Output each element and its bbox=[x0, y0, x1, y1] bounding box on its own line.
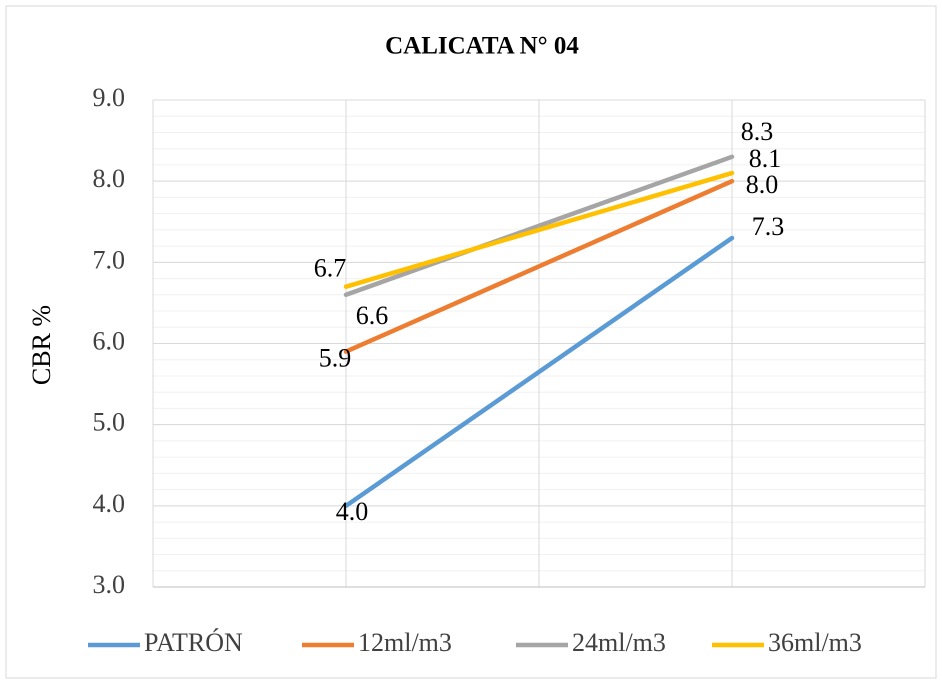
data-label: 8.0 bbox=[746, 170, 779, 199]
chart-border bbox=[5, 5, 937, 679]
series-line bbox=[343, 235, 735, 509]
y-tick-label: 3.0 bbox=[93, 570, 126, 599]
y-tick-label: 4.0 bbox=[93, 489, 126, 518]
data-label: 8.3 bbox=[741, 117, 774, 146]
data-label: 5.9 bbox=[319, 344, 352, 373]
y-tick-label: 7.0 bbox=[93, 245, 126, 274]
data-label: 4.0 bbox=[336, 497, 369, 526]
legend-label: 36ml/m3 bbox=[768, 628, 862, 657]
chart-title: CALICATA N° 04 bbox=[385, 33, 579, 60]
data-label: 7.3 bbox=[752, 212, 785, 241]
y-tick-label: 9.0 bbox=[93, 83, 126, 112]
series-line bbox=[343, 154, 735, 298]
y-tick-label: 5.0 bbox=[93, 408, 126, 437]
series-line bbox=[343, 178, 735, 354]
legend-label: 24ml/m3 bbox=[572, 628, 666, 657]
y-tick-label: 8.0 bbox=[93, 164, 126, 193]
data-label: 6.6 bbox=[356, 301, 389, 330]
legend-label: PATRÓN bbox=[144, 628, 243, 657]
y-tick-label: 6.0 bbox=[93, 326, 126, 355]
data-label: 6.7 bbox=[314, 254, 347, 283]
y-axis-label: CBR % bbox=[27, 305, 56, 385]
series-line bbox=[343, 170, 735, 289]
data-label: 8.1 bbox=[749, 144, 782, 173]
legend-label: 12ml/m3 bbox=[358, 628, 452, 657]
